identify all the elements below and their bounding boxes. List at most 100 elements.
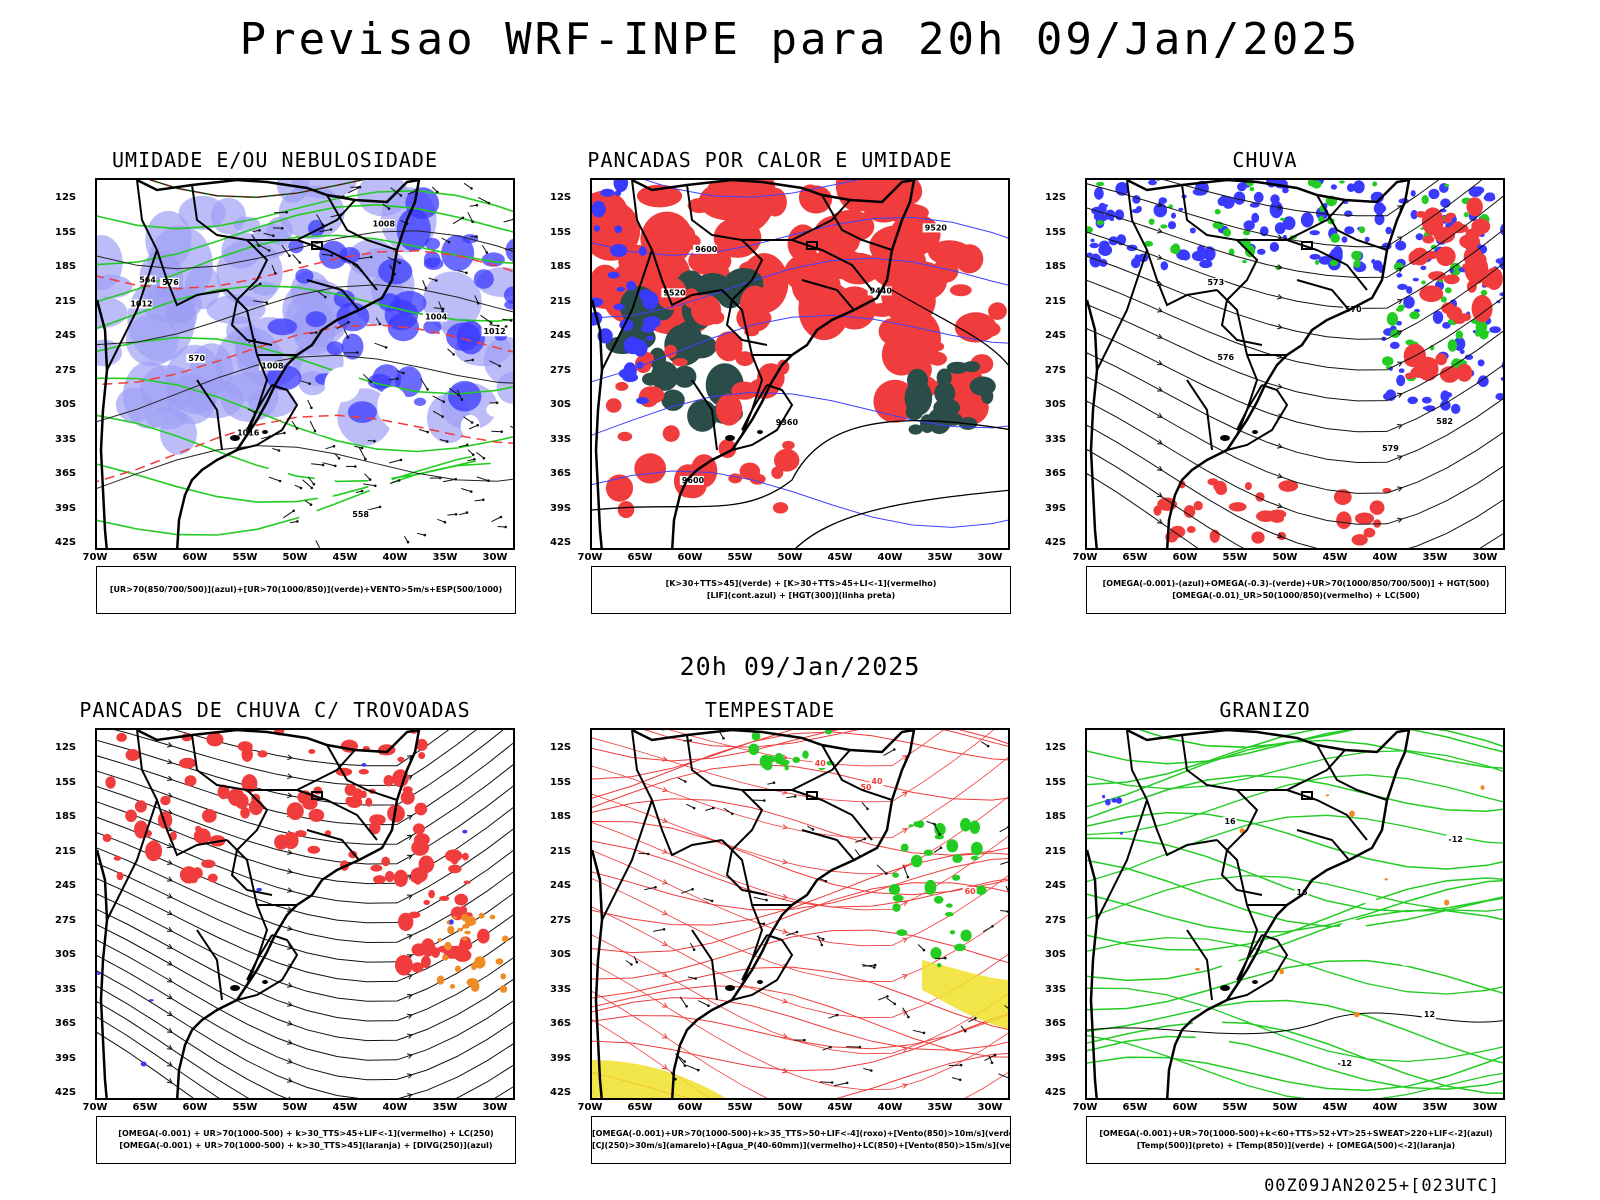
latitude-label: 42S [550,537,572,548]
latitude-label: 39S [55,502,77,514]
latitude-label: 39S [550,1052,572,1064]
longitude-label: 70W [82,552,108,563]
longitude-label: 65W [627,552,653,563]
latitude-label: 21S [55,295,77,307]
longitude-label: 70W [577,552,603,563]
longitude-label: 65W [132,552,158,563]
latitude-label: 15S [55,226,77,238]
longitude-label: 30W [482,1102,508,1113]
latitude-label: 12S [550,192,572,203]
longitude-label: 40W [877,1102,903,1113]
latitude-label: 24S [55,330,77,341]
latitude-label: 27S [1045,914,1067,926]
longitude-label: 35W [432,552,458,563]
panel-tempestade: TEMPESTADE 40 50 60 40 12S 15S 18S 21S 24S 27S 30S 3… [530,698,1011,1198]
latitude-label: 33S [55,433,77,445]
longitude-label: 70W [1072,1102,1098,1113]
contour-label: 50 [860,783,872,792]
legend-line: [OMEGA(-0.001) + UR>70(1000-500) + k>30_… [118,1129,494,1138]
latitude-label: 30S [55,949,77,960]
panel-title: PANCADAS POR CALOR E UMIDADE [587,148,953,172]
panel-pancadas-trovoadas: PANCADAS DE CHUVA C/ TROVOADAS 12S 15S 18S 2… [35,698,516,1198]
longitude-label: 45W [1322,1102,1348,1113]
panel-title: UMIDADE E/OU NEBULOSIDADE [111,148,439,172]
latitude-label: 21S [550,295,572,307]
longitude-label: 45W [827,552,853,563]
latitude-label: 24S [550,880,572,891]
contour-label: 60 [965,887,977,896]
latitude-label: 42S [550,1087,572,1098]
forecast-map: 40 50 60 40 [590,728,1010,1100]
latitude-label: 21S [1045,295,1067,307]
contour-label: -12 [1338,1059,1352,1068]
latitude-label: 33S [55,983,77,995]
latitude-label: 30S [55,399,77,410]
longitude-label: 65W [627,1102,653,1113]
latitude-label: 27S [550,914,572,926]
latitude-label: 42S [1045,1087,1067,1098]
forecast-map: 9600 9520 9440 9360 9600 9520 [590,178,1010,550]
longitude-label: 60W [1172,552,1198,563]
panel-legend: [OMEGA(-0.001) + UR>70(1000-500) + k>30_… [96,1116,516,1164]
latitude-label: 18S [55,811,77,822]
latitude-label: 39S [55,1052,77,1064]
longitude-label: 65W [132,1102,158,1113]
longitude-label: 60W [1172,1102,1198,1113]
latitude-label: 33S [1045,433,1067,445]
longitude-label: 35W [1422,1102,1448,1113]
panel-umidade: UMIDADE E/OU NEBULOSIDADE 1008 1012 1016 100… [35,148,516,648]
latitude-label: 12S [55,742,77,753]
map-svg [97,730,513,1098]
panel-legend: [K>30+TTS>45](verde) + [K>30+TTS>45+LI<-… [591,566,1011,614]
legend-line: [CJ(250)>30m/s](amarelo)+[Agua_P(40-60mm… [592,1141,1010,1150]
longitude-label: 30W [1472,1102,1498,1113]
latitude-label: 42S [55,537,77,548]
latitude-label: 18S [550,811,572,822]
longitude-label: 50W [1272,1102,1298,1113]
contour-label: 9600 [695,245,718,254]
latitude-label: 21S [1045,845,1067,857]
longitude-label: 70W [82,1102,108,1113]
panel-legend: [OMEGA(-0.001)-(azul)+OMEGA(-0.3)-(verde… [1086,566,1506,614]
latitude-label: 39S [1045,1052,1067,1064]
latitude-label: 12S [550,742,572,753]
latitude-label: 15S [550,776,572,788]
latitude-label: 24S [1045,330,1067,341]
latitude-label: 42S [55,1087,77,1098]
contour-label: 40 [871,777,883,786]
longitude-label: 40W [382,552,408,563]
longitude-label: 45W [1322,552,1348,563]
forecast-map: 582 579 576 573 570 [1085,178,1505,550]
forecast-map [95,728,515,1100]
longitude-label: 50W [1272,552,1298,563]
longitude-label: 60W [182,1102,208,1113]
legend-line: [OMEGA(-0.001) + UR>70(1000-500) + k>30_… [119,1141,493,1150]
contour-label: 576 [162,278,179,287]
longitude-label: 55W [1222,552,1248,563]
longitude-label: 35W [927,1102,953,1113]
contour-label: 40 [815,759,827,768]
panel-title: CHUVA [1232,148,1298,172]
legend-line: [UR>70(850/700/500)](azul)+[UR>70(1000/8… [109,585,503,594]
panel-legend: [OMEGA(-0.001)+UR>70(1000-500)+k<60+TTS>… [1086,1116,1506,1164]
contour-label: 579 [1382,444,1399,453]
contour-label: 9360 [776,418,799,427]
latitude-label: 36S [550,1018,572,1029]
latitude-label: 27S [55,914,77,926]
contour-label: 1004 [425,313,448,322]
main-title: Previsao WRF-INPE para 20h 09/Jan/2025 [239,14,1361,65]
latitude-label: 12S [1045,742,1067,753]
latitude-label: 18S [1045,261,1067,272]
legend-line: [OMEGA(-0.001)+UR>70(1000-500)+k<60+TTS>… [1099,1129,1493,1138]
latitude-label: 33S [550,983,572,995]
longitude-label: 55W [727,1102,753,1113]
longitude-label: 50W [777,1102,803,1113]
latitude-label: 27S [55,364,77,376]
longitude-label: 40W [1372,1102,1398,1113]
latitude-label: 30S [550,949,572,960]
contour-label: 9520 [663,288,686,297]
contour-label: 582 [1436,417,1453,426]
latitude-label: 33S [550,433,572,445]
